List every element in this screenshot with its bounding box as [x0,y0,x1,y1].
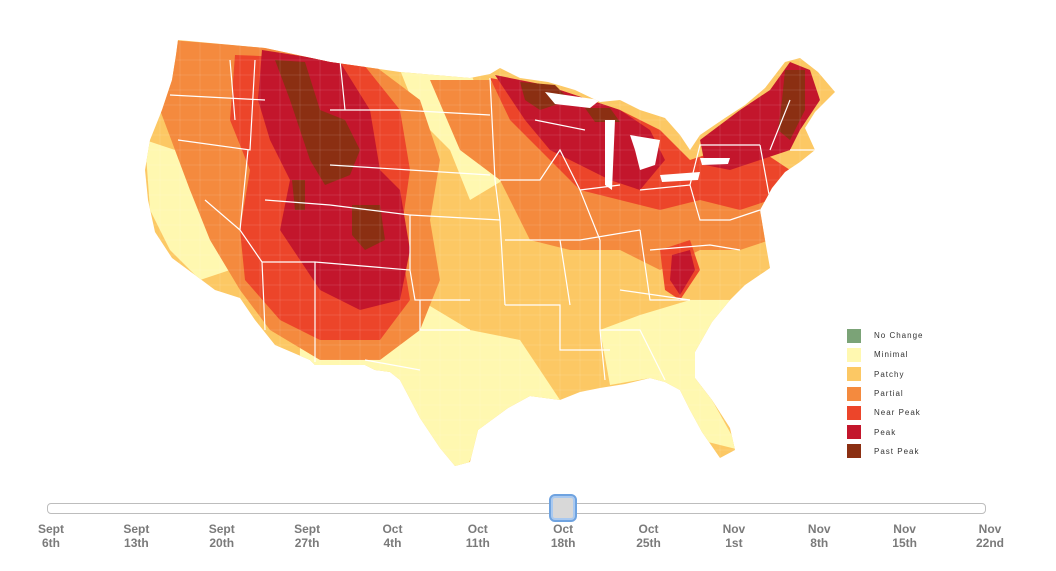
legend-item-peak: Peak [847,422,923,441]
state-borders [169,59,815,381]
us-foliage-map [145,40,835,466]
date-tick-month: Oct [553,522,574,536]
date-tick-month: Nov [722,522,746,536]
date-tick[interactable]: Oct 11th [438,522,518,550]
date-tick-day: 27th [294,536,320,550]
date-tick[interactable]: Sept 13th [96,522,176,550]
great-lakes [545,92,730,190]
date-tick-month: Oct [467,522,488,536]
legend-label: Patchy [874,369,905,379]
legend-swatch [847,425,861,440]
legend-item-near-peak: Near Peak [847,403,923,422]
legend-label: No Change [874,331,924,341]
date-tick-day: 8th [810,536,829,550]
date-tick-day: 22nd [975,536,1004,550]
legend-label: Past Peak [874,446,920,456]
date-tick[interactable]: Nov 1st [694,522,774,550]
legend-label: Partial [874,389,904,399]
date-slider-handle[interactable] [549,494,578,522]
map-region-past-peak-new-england [778,70,805,140]
map-region-minimal-southeast [600,300,740,450]
date-tick-month: Nov [893,522,916,536]
date-tick[interactable]: Oct 4th [352,522,432,550]
date-tick[interactable]: Sept 27th [267,522,347,550]
date-tick-day: 15th [892,536,917,550]
date-tick-month: Sept [37,522,64,536]
date-slider-ticks: Sept 6th Sept 13th Sept 20th Sept 27th Oct 4th Oct… [0,522,1056,558]
date-tick-month: Oct [382,522,403,536]
date-tick[interactable]: Sept 6th [11,522,91,550]
date-tick-day: 25th [636,536,661,550]
map-region-past-peak-michigan-up [585,108,620,122]
date-tick[interactable]: Nov 8th [779,522,859,550]
date-tick-month: Nov [978,522,1002,536]
date-tick[interactable]: Nov 15th [865,522,945,550]
date-tick-day: 11th [465,536,490,550]
date-tick-day: 4th [383,536,402,550]
map-region-peak-appalachia [670,250,695,295]
legend-swatch [847,405,861,420]
date-tick[interactable]: Sept 20th [182,522,262,550]
legend-label: Minimal [874,350,909,360]
date-tick-month: Oct [638,522,659,536]
date-tick-day: 13th [124,536,149,550]
date-tick-month: Sept [294,522,321,536]
date-tick-month: Sept [123,522,150,536]
legend-swatch [847,444,861,459]
date-tick[interactable]: Oct 18th [523,522,603,550]
legend-swatch [847,386,861,401]
date-tick[interactable]: Oct 25th [609,522,689,550]
date-tick[interactable]: Nov 22nd [950,522,1030,550]
legend-item-minimal: Minimal [847,345,923,364]
legend-swatch [847,367,861,382]
map-region-minimal-coast [145,140,230,280]
date-tick-day: 6th [42,536,60,550]
legend-swatch [847,347,861,362]
legend-item-patchy: Patchy [847,365,923,384]
legend-item-past-peak: Past Peak [847,442,923,461]
legend-swatch [847,328,861,343]
date-tick-day: 18th [550,536,576,550]
date-tick-month: Sept [208,522,235,536]
legend-item-partial: Partial [847,384,923,403]
map-region-past-peak-montana [275,60,360,185]
legend-item-no-change: No Change [847,326,923,345]
map-legend: No Change Minimal Patchy Partial Near Peak Pe… [847,326,923,461]
date-tick-day: 20th [209,536,235,550]
map-region-past-peak-colorado [352,205,385,250]
date-tick-day: 1st [725,536,743,550]
legend-label: Near Peak [874,408,921,418]
date-slider-track[interactable] [47,503,986,514]
legend-label: Peak [874,427,897,437]
date-tick-month: Nov [807,522,831,536]
